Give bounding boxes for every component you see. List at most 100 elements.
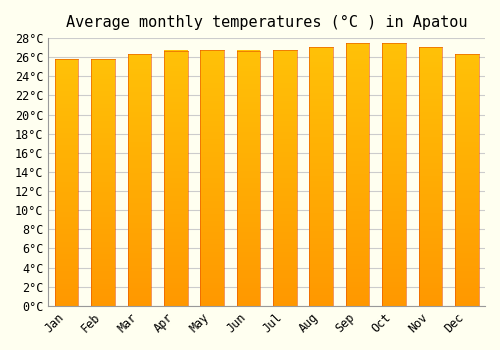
- Bar: [164, 201, 188, 204]
- Bar: [54, 91, 78, 94]
- Bar: [236, 247, 260, 250]
- Bar: [54, 195, 78, 197]
- Bar: [128, 112, 151, 115]
- Bar: [164, 173, 188, 176]
- Bar: [128, 243, 151, 245]
- Bar: [91, 261, 115, 264]
- Bar: [91, 93, 115, 96]
- Bar: [164, 68, 188, 71]
- Bar: [236, 84, 260, 86]
- Bar: [418, 272, 442, 275]
- Bar: [310, 264, 333, 267]
- Bar: [164, 158, 188, 160]
- Bar: [128, 271, 151, 273]
- Bar: [236, 58, 260, 61]
- Bar: [310, 142, 333, 145]
- Bar: [382, 93, 406, 96]
- Bar: [455, 296, 478, 298]
- Bar: [54, 121, 78, 123]
- Bar: [128, 79, 151, 82]
- Bar: [346, 201, 370, 203]
- Bar: [455, 278, 478, 281]
- Bar: [128, 142, 151, 145]
- Bar: [455, 208, 478, 210]
- Bar: [310, 176, 333, 179]
- Bar: [91, 239, 115, 242]
- Bar: [91, 249, 115, 252]
- Bar: [91, 229, 115, 232]
- Bar: [273, 270, 296, 273]
- Bar: [346, 193, 370, 195]
- Bar: [54, 202, 78, 205]
- Bar: [91, 140, 115, 143]
- Bar: [382, 164, 406, 167]
- Bar: [273, 167, 296, 170]
- Bar: [418, 161, 442, 163]
- Bar: [200, 147, 224, 149]
- Bar: [236, 275, 260, 278]
- Bar: [236, 165, 260, 168]
- Bar: [455, 190, 478, 193]
- Bar: [455, 82, 478, 85]
- Bar: [200, 198, 224, 201]
- Bar: [128, 167, 151, 170]
- Bar: [455, 177, 478, 180]
- Bar: [236, 160, 260, 163]
- Bar: [54, 246, 78, 249]
- Bar: [273, 155, 296, 157]
- Bar: [382, 145, 406, 148]
- Bar: [164, 257, 188, 260]
- Bar: [310, 257, 333, 259]
- Bar: [128, 296, 151, 298]
- Bar: [310, 215, 333, 218]
- Bar: [310, 80, 333, 83]
- Bar: [164, 84, 188, 86]
- Bar: [455, 62, 478, 64]
- Bar: [164, 66, 188, 69]
- Bar: [346, 61, 370, 64]
- Bar: [164, 140, 188, 142]
- Bar: [164, 252, 188, 255]
- Bar: [236, 176, 260, 178]
- Bar: [54, 222, 78, 224]
- Bar: [346, 153, 370, 156]
- Bar: [91, 163, 115, 165]
- Bar: [200, 231, 224, 234]
- Bar: [128, 165, 151, 168]
- Bar: [200, 252, 224, 254]
- Bar: [382, 138, 406, 140]
- Bar: [91, 271, 115, 274]
- Bar: [310, 254, 333, 257]
- Bar: [236, 173, 260, 176]
- Bar: [310, 88, 333, 91]
- Bar: [273, 88, 296, 91]
- Bar: [91, 257, 115, 259]
- Bar: [418, 202, 442, 205]
- Bar: [200, 52, 224, 55]
- Bar: [382, 232, 406, 235]
- Bar: [310, 267, 333, 270]
- Bar: [418, 148, 442, 150]
- Bar: [54, 64, 78, 66]
- Bar: [54, 113, 78, 116]
- Bar: [455, 283, 478, 286]
- Bar: [128, 213, 151, 215]
- Bar: [54, 217, 78, 219]
- Bar: [236, 270, 260, 273]
- Bar: [382, 161, 406, 164]
- Bar: [200, 113, 224, 116]
- Bar: [91, 217, 115, 219]
- Bar: [54, 241, 78, 244]
- Bar: [346, 264, 370, 266]
- Bar: [54, 296, 78, 299]
- Bar: [200, 88, 224, 91]
- Bar: [455, 240, 478, 243]
- Bar: [418, 270, 442, 272]
- Bar: [418, 93, 442, 96]
- Bar: [54, 89, 78, 91]
- Bar: [236, 125, 260, 127]
- Bar: [236, 96, 260, 99]
- Bar: [54, 84, 78, 86]
- Bar: [310, 78, 333, 80]
- Bar: [455, 266, 478, 268]
